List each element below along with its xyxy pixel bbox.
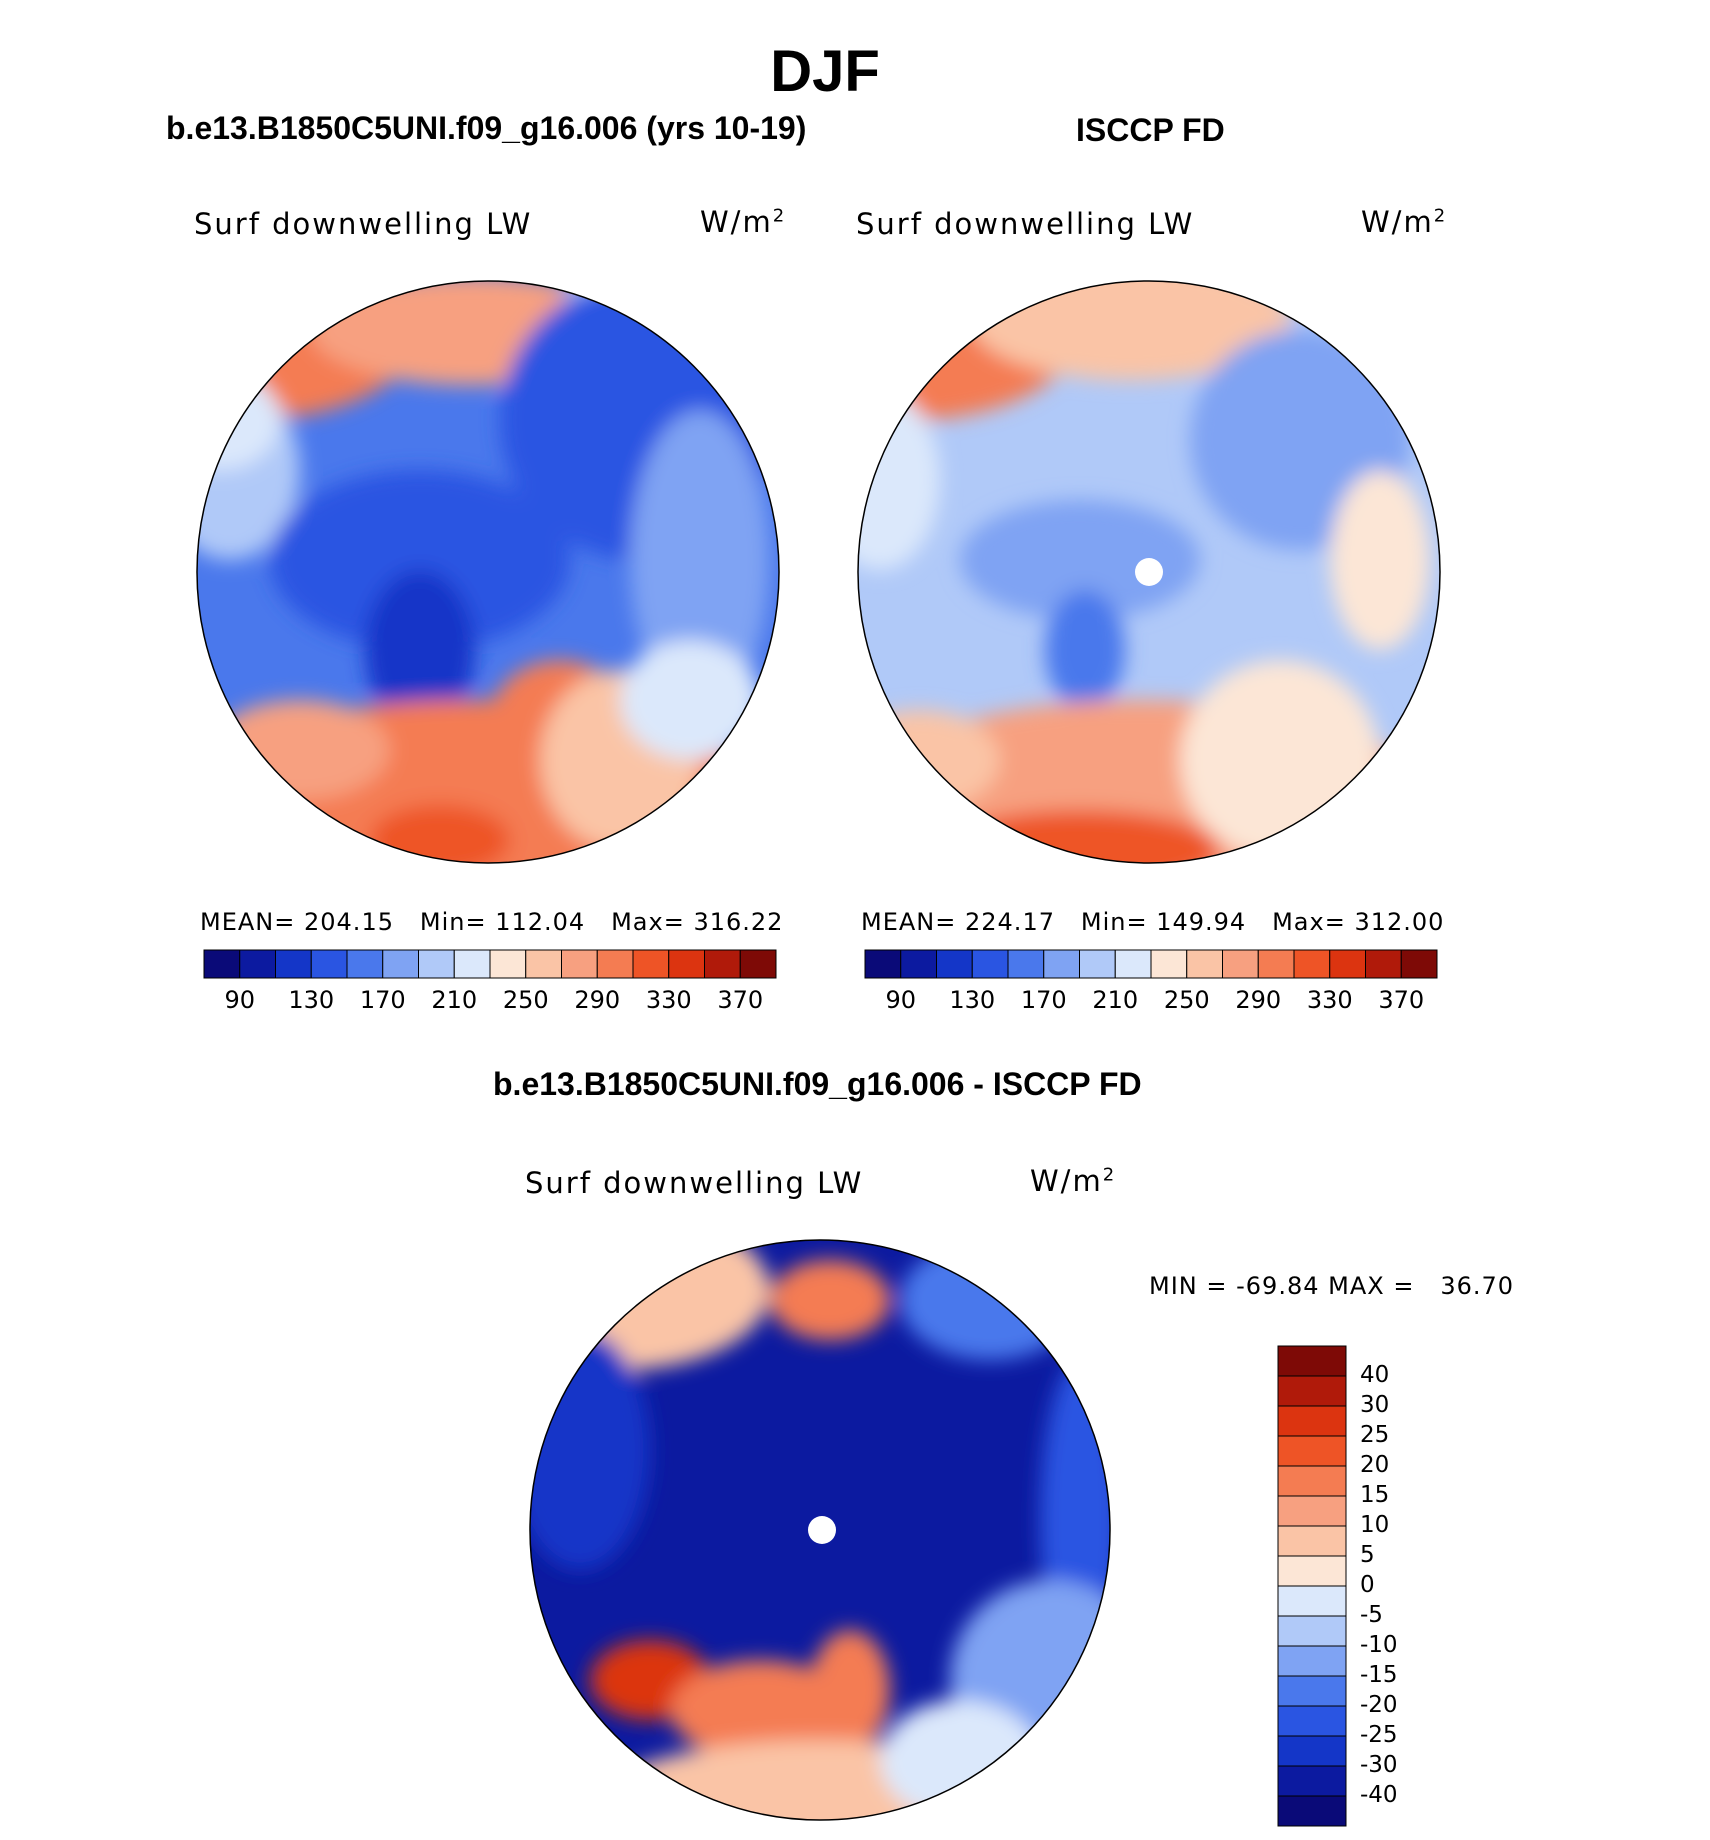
- colorbar-tick-label: -20: [1360, 1692, 1398, 1718]
- colorbar-swatch: [1293, 949, 1331, 979]
- colorbar-swatch: [1277, 1795, 1347, 1827]
- colorbar-swatch: [346, 949, 384, 979]
- colorbar-swatch: [1365, 949, 1402, 979]
- colorbar-swatch: [1400, 949, 1438, 979]
- panel-title-obs: ISCCP FD: [1076, 112, 1225, 148]
- variable-label-diff: Surf downwelling LW: [525, 1166, 864, 1200]
- colorbar-swatch: [1079, 949, 1116, 979]
- colorbar-swatch: [1277, 1555, 1347, 1587]
- colorbar-swatch: [1277, 1615, 1347, 1647]
- colorbar-swatch: [936, 949, 973, 979]
- units-label-obs: W/m2: [1361, 205, 1448, 239]
- colorbar-tick-label: 15: [1360, 1482, 1390, 1508]
- colorbar-swatch: [1277, 1375, 1347, 1407]
- colorbar-swatch: [596, 949, 634, 979]
- colorbar-swatch: [632, 949, 670, 979]
- colorbar-swatch: [1114, 949, 1152, 979]
- colorbar-swatch: [864, 949, 902, 979]
- colorbar-swatch: [453, 949, 491, 979]
- colorbar-tick-label: 290: [1235, 986, 1282, 1014]
- colorbar-tick-label: -10: [1360, 1632, 1398, 1658]
- colorbar-swatch: [382, 949, 419, 979]
- colorbar-tick-label: 330: [1306, 986, 1353, 1014]
- map-diff: [529, 1239, 1111, 1821]
- colorbar-tick-label: 90: [885, 986, 917, 1014]
- colorbar-swatch: [704, 949, 741, 979]
- colorbar-tick-label: -25: [1360, 1722, 1398, 1748]
- colorbar-swatch: [239, 949, 276, 979]
- colorbar-swatch: [1277, 1765, 1347, 1797]
- colorbar-tick-label: -30: [1360, 1752, 1398, 1778]
- colorbar-tick-label: 5: [1360, 1542, 1375, 1568]
- colorbar-tick-label: 290: [574, 986, 621, 1014]
- colorbar-swatch: [1329, 949, 1366, 979]
- colorbar-tick-label: 330: [645, 986, 692, 1014]
- colorbar-swatch: [1277, 1345, 1347, 1377]
- map-model: [196, 280, 780, 864]
- colorbar-swatch: [1222, 949, 1259, 979]
- colorbar-model: [203, 949, 777, 979]
- colorbar-swatch: [561, 949, 598, 979]
- stats-obs: MEAN= 224.17 Min= 149.94 Max= 312.00: [861, 908, 1445, 936]
- colorbar-swatch: [900, 949, 937, 979]
- colorbar-swatch: [1043, 949, 1080, 979]
- colorbar-swatch: [1277, 1735, 1347, 1767]
- colorbar-tick-label: 170: [1020, 986, 1067, 1014]
- colorbar-swatch: [1150, 949, 1188, 979]
- colorbar-tick-label: 0: [1360, 1572, 1375, 1598]
- colorbar-tick-label: 250: [1163, 986, 1210, 1014]
- colorbar-swatch: [1277, 1675, 1347, 1707]
- colorbar-swatch: [275, 949, 312, 979]
- variable-label-model: Surf downwelling LW: [194, 207, 533, 241]
- colorbar-swatch: [1007, 949, 1045, 979]
- colorbar-swatch: [525, 949, 562, 979]
- colorbar-swatch: [1277, 1435, 1347, 1467]
- variable-label-obs: Surf downwelling LW: [856, 207, 1195, 241]
- units-label-diff: W/m2: [1030, 1164, 1117, 1198]
- panel-title-diff: b.e13.B1850C5UNI.f09_g16.006 - ISCCP FD: [493, 1066, 1142, 1102]
- colorbar-swatch: [1277, 1525, 1347, 1557]
- colorbar-tick-label: 250: [502, 986, 549, 1014]
- colorbar-tick-label: 40: [1360, 1362, 1390, 1388]
- map-obs: [857, 280, 1441, 864]
- colorbar-swatch: [668, 949, 705, 979]
- colorbar-swatch: [489, 949, 527, 979]
- colorbar-swatch: [1277, 1495, 1347, 1527]
- colorbar-swatch: [1277, 1705, 1347, 1737]
- colorbar-tick-label: 370: [1378, 986, 1425, 1014]
- colorbar-diff: [1277, 1345, 1347, 1827]
- colorbar-swatch: [310, 949, 348, 979]
- colorbar-tick-label: 370: [717, 986, 764, 1014]
- colorbar-swatch: [1277, 1645, 1347, 1677]
- colorbar-swatch: [203, 949, 241, 979]
- colorbar-swatch: [739, 949, 777, 979]
- colorbar-tick-label: 210: [1092, 986, 1139, 1014]
- figure-title: DJF: [770, 39, 880, 104]
- colorbar-tick-label: 130: [288, 986, 335, 1014]
- colorbar-swatch: [1277, 1405, 1347, 1437]
- colorbar-tick-label: 20: [1360, 1452, 1390, 1478]
- colorbar-tick-label: 10: [1360, 1512, 1390, 1538]
- colorbar-tick-label: -15: [1360, 1662, 1398, 1688]
- colorbar-swatch: [1277, 1465, 1347, 1497]
- panel-title-model: b.e13.B1850C5UNI.f09_g16.006 (yrs 10-19): [166, 110, 807, 146]
- units-label-model: W/m2: [700, 205, 787, 239]
- colorbar-obs: [864, 949, 1438, 979]
- colorbar-tick-label: 30: [1360, 1392, 1390, 1418]
- colorbar-swatch: [1257, 949, 1295, 979]
- colorbar-tick-label: -5: [1360, 1602, 1383, 1628]
- colorbar-tick-label: 90: [224, 986, 256, 1014]
- stats-model: MEAN= 204.15 Min= 112.04 Max= 316.22: [200, 908, 784, 936]
- colorbar-tick-label: 25: [1360, 1422, 1390, 1448]
- colorbar-swatch: [971, 949, 1009, 979]
- colorbar-swatch: [1186, 949, 1223, 979]
- colorbar-tick-label: 170: [359, 986, 406, 1014]
- stats-diff: MIN = -69.84 MAX = 36.70: [1149, 1272, 1515, 1300]
- colorbar-tick-label: 130: [949, 986, 996, 1014]
- colorbar-tick-label: -40: [1360, 1782, 1398, 1808]
- colorbar-tick-label: 210: [431, 986, 478, 1014]
- colorbar-swatch: [418, 949, 455, 979]
- colorbar-swatch: [1277, 1585, 1347, 1617]
